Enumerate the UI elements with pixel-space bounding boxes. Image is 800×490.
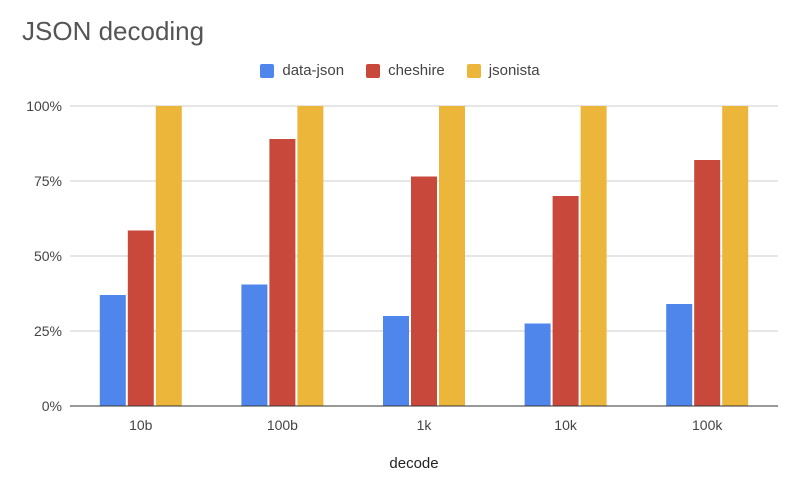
bar-cheshire-1k (411, 176, 437, 406)
bar-cheshire-10b (127, 230, 154, 406)
x-tick-label: 100b (267, 417, 298, 433)
bar-jsonista-100k (722, 106, 749, 406)
legend-label-data-json: data-json (282, 62, 345, 79)
bar-data-json-10b (99, 295, 126, 406)
legend-label-jsonista: jsonista (488, 62, 540, 79)
x-tick-label: 1k (417, 417, 433, 433)
legend-item-cheshire: cheshire (366, 62, 445, 79)
bar-data-json-10k (524, 323, 551, 406)
x-tick-label: 10k (554, 417, 578, 433)
legend-swatch-cheshire (366, 63, 381, 78)
legend-swatch-data-json (260, 63, 275, 78)
bar-cheshire-100k (694, 160, 721, 406)
legend-item-data-json: data-json (260, 62, 344, 79)
bar-jsonista-10b (155, 106, 182, 406)
chart-title: JSON decoding (22, 16, 205, 46)
x-axis-title: decode (389, 455, 438, 472)
x-tick-label: 100k (692, 417, 723, 433)
bar-jsonista-100b (297, 106, 324, 406)
y-tick-label: 25% (34, 323, 62, 339)
y-tick-label: 50% (34, 248, 62, 264)
y-tick-label: 100% (26, 98, 62, 114)
bar-cheshire-10k (552, 196, 579, 406)
legend-swatch-jsonista (466, 63, 481, 78)
bar-jsonista-1k (439, 106, 465, 406)
legend: data-json cheshire jsonista (0, 62, 800, 79)
bar-data-json-100k (666, 304, 693, 406)
x-tick-label: 10b (129, 417, 153, 433)
y-tick-label: 0% (42, 398, 62, 414)
bar-data-json-100b (241, 284, 268, 406)
bar-jsonista-10k (580, 106, 607, 406)
bar-cheshire-100b (269, 139, 296, 406)
legend-item-jsonista: jsonista (466, 62, 540, 79)
y-tick-label: 75% (34, 173, 62, 189)
legend-label-cheshire: cheshire (388, 62, 445, 79)
bar-data-json-1k (383, 316, 409, 406)
